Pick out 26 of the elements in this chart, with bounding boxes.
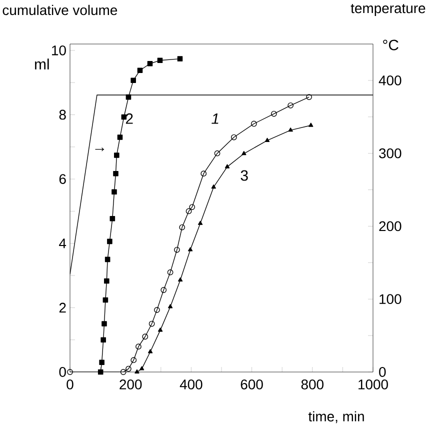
y2-tick-label: 100 — [380, 294, 402, 304]
y-tick-label: 2 — [59, 302, 66, 313]
x-tick-label: 1000 — [358, 380, 388, 390]
x-tick-label: 0 — [66, 380, 74, 390]
y-tick-label: 8 — [59, 110, 66, 120]
y2-tick-label: 300 — [379, 148, 402, 158]
x-tick-label: 200 — [120, 380, 142, 390]
annotation: → — [95, 148, 104, 152]
y-tick-label: 6 — [59, 174, 66, 184]
text: cumulative volume — [2, 4, 118, 16]
annotation: 2 — [126, 113, 133, 124]
x-tick-label: 400 — [180, 380, 202, 390]
y2-tick-label: 400 — [378, 75, 402, 86]
x-axis-title: time, min — [308, 411, 364, 424]
x-tick-label: 800 — [301, 380, 324, 390]
y2-tick-label: 0 — [379, 367, 386, 377]
y-axis-title: ml — [35, 58, 49, 70]
text: temperature — [350, 4, 426, 16]
y-tick-label: 0 — [59, 367, 66, 377]
y2-tick-label: 200 — [379, 221, 402, 232]
y-tick-label: 4 — [59, 238, 66, 248]
y2-axis-title: °C — [383, 40, 398, 50]
y-tick-label: 10 — [52, 45, 66, 56]
annotation: 1 — [212, 114, 218, 124]
x-tick-label: 600 — [240, 380, 263, 390]
annotation: 3 — [240, 170, 248, 181]
